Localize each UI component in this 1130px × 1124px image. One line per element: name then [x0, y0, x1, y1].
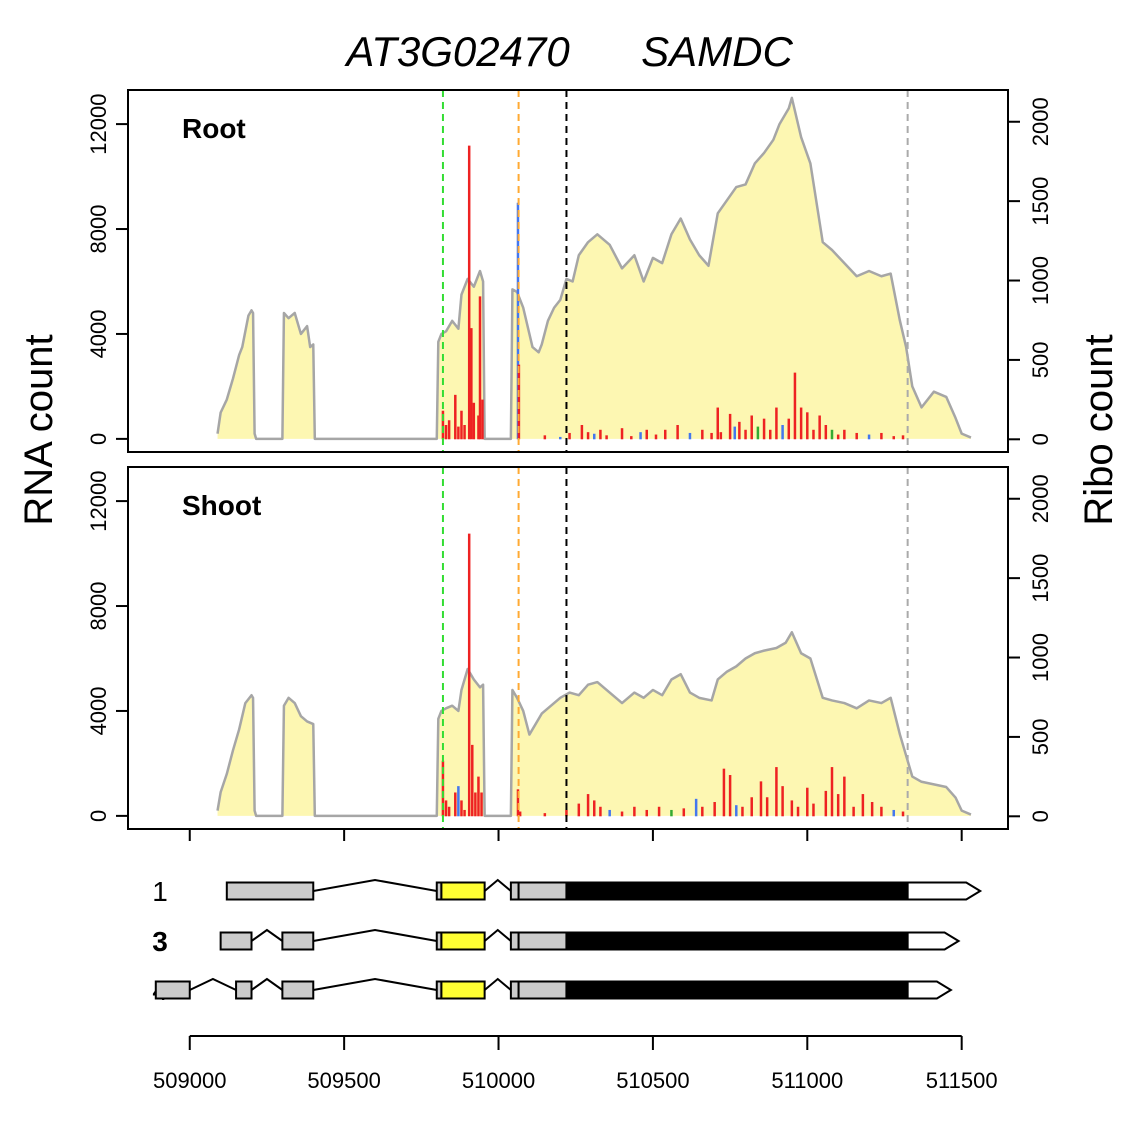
y-tick-label-left: 8000 — [86, 582, 111, 631]
intron-line — [189, 977, 237, 991]
title-gene-id: AT3G02470 — [343, 28, 570, 75]
intron-line — [313, 928, 437, 942]
rna-area-root — [217, 97, 971, 439]
y-tick-label-left: 12000 — [86, 94, 111, 155]
exon-utr — [517, 881, 568, 901]
exon-utr — [517, 931, 568, 951]
rna-line-shoot — [216, 631, 972, 818]
y-tick-label-right: 1500 — [1028, 554, 1053, 603]
y-tick-label-right: 0 — [1028, 433, 1053, 445]
y-tick-label-right: 1000 — [1028, 633, 1053, 682]
y-tick-label-left: 0 — [86, 810, 111, 822]
exon-uorf — [440, 881, 486, 901]
exon-utr — [517, 980, 568, 1000]
y-tick-label-left: 4000 — [86, 686, 111, 735]
x-tick-label: 511000 — [771, 1068, 843, 1093]
exon-cds — [565, 931, 909, 951]
y-tick-label-left: 0 — [86, 433, 111, 445]
intron-line — [483, 928, 512, 942]
intron-line — [313, 977, 437, 991]
exon-utr — [225, 881, 315, 901]
y-tick-label-right: 2000 — [1028, 97, 1053, 146]
exon-3utr-arrow — [906, 980, 953, 1000]
exon-cds — [565, 881, 909, 901]
intron-line — [483, 878, 512, 892]
title-gene-name: SAMDC — [641, 28, 793, 75]
y-tick-label-right: 500 — [1028, 342, 1053, 379]
panel-shoot: 0 4000 8000 12000 0 500 1000 1500 2000 Shoot — [86, 466, 1053, 841]
exon-3utr-arrow — [906, 881, 983, 901]
intron-line — [250, 977, 283, 991]
exon-utr — [509, 881, 520, 901]
panel-frame — [127, 466, 1009, 830]
y-axis-title-left: RNA count — [17, 334, 61, 525]
y-tick-label-left: 12000 — [86, 471, 111, 532]
y-axis-title-right: Ribo count — [1077, 334, 1121, 525]
x-tick-label: 509000 — [153, 1068, 226, 1093]
rna-line-root — [216, 96, 972, 441]
y-tick-label-right: 0 — [1028, 810, 1053, 822]
y-tick-label-right: 1500 — [1028, 177, 1053, 226]
exon-utr — [154, 980, 191, 1000]
x-tick-label: 510500 — [616, 1068, 689, 1093]
isoform-label: 3 — [152, 926, 168, 957]
intron-line — [250, 928, 283, 942]
panel-frame — [127, 89, 1009, 453]
x-axis-genomic: 509000 509500 510000 510500 511000 511500 — [153, 1035, 998, 1093]
x-tick-label: 509500 — [307, 1068, 380, 1093]
rna-area-shoot — [217, 632, 971, 816]
y-tick-label-right: 2000 — [1028, 474, 1053, 523]
intron-line — [313, 878, 437, 892]
exon-utr — [281, 980, 315, 1000]
gene-models: 134 — [152, 876, 983, 1006]
panel-label-shoot: Shoot — [182, 490, 261, 521]
exon-cds — [565, 980, 909, 1000]
panel-root: 0 4000 8000 12000 0 500 1000 1500 2000 Root — [86, 89, 1053, 453]
x-tick-label: 511500 — [926, 1068, 998, 1093]
exon-utr — [219, 931, 253, 951]
x-tick-label: 510000 — [462, 1068, 535, 1093]
exon-utr — [281, 931, 315, 951]
panel-label-root: Root — [182, 113, 246, 144]
exon-uorf — [440, 931, 486, 951]
exon-3utr-arrow — [906, 931, 961, 951]
exon-uorf — [440, 980, 486, 1000]
y-tick-label-right: 1000 — [1028, 256, 1053, 305]
isoform-label: 1 — [152, 876, 168, 907]
intron-line — [483, 977, 512, 991]
exon-utr — [509, 931, 520, 951]
y-tick-label-left: 4000 — [86, 309, 111, 358]
exon-utr — [235, 980, 253, 1000]
y-tick-label-left: 8000 — [86, 205, 111, 254]
exon-utr — [509, 980, 520, 1000]
y-tick-label-right: 500 — [1028, 719, 1053, 756]
